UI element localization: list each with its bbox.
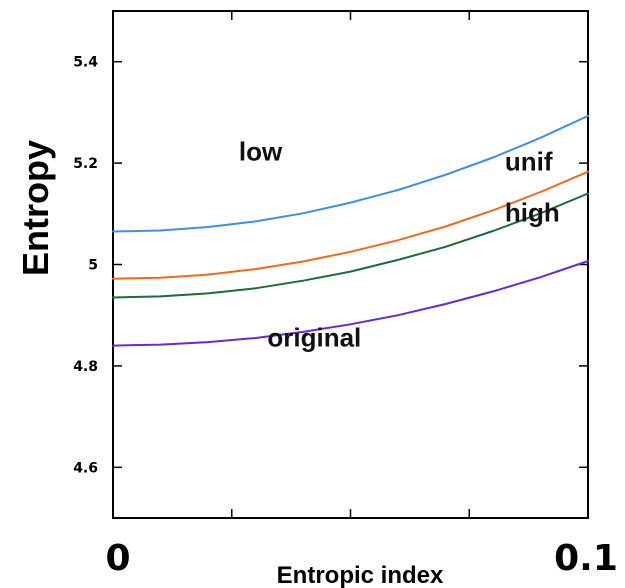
plot-area-frame (113, 11, 588, 518)
y-tick-label-1: 4.8 (73, 359, 98, 375)
series-label-high: high (505, 197, 560, 227)
x-axis-title: Entropic index (277, 562, 444, 588)
y-tick-label-0: 4.6 (73, 460, 98, 476)
series-label-low: low (239, 137, 283, 167)
y-ticks: 4.6 4.8 5 5.2 5.4 (73, 55, 588, 477)
y-tick-label-4: 5.4 (73, 55, 98, 71)
series-label-unif: unif (505, 147, 553, 177)
series-labels: low unif high original (239, 137, 560, 353)
x-ticks (113, 11, 588, 518)
x-tick-label-1: 0.1 (554, 538, 618, 579)
y-axis-title: Entropy (15, 140, 56, 276)
series-label-original: original (267, 323, 361, 353)
x-tick-label-0: 0 (105, 538, 130, 579)
y-tick-label-2: 5 (88, 258, 98, 274)
y-tick-label-3: 5.2 (73, 156, 98, 172)
